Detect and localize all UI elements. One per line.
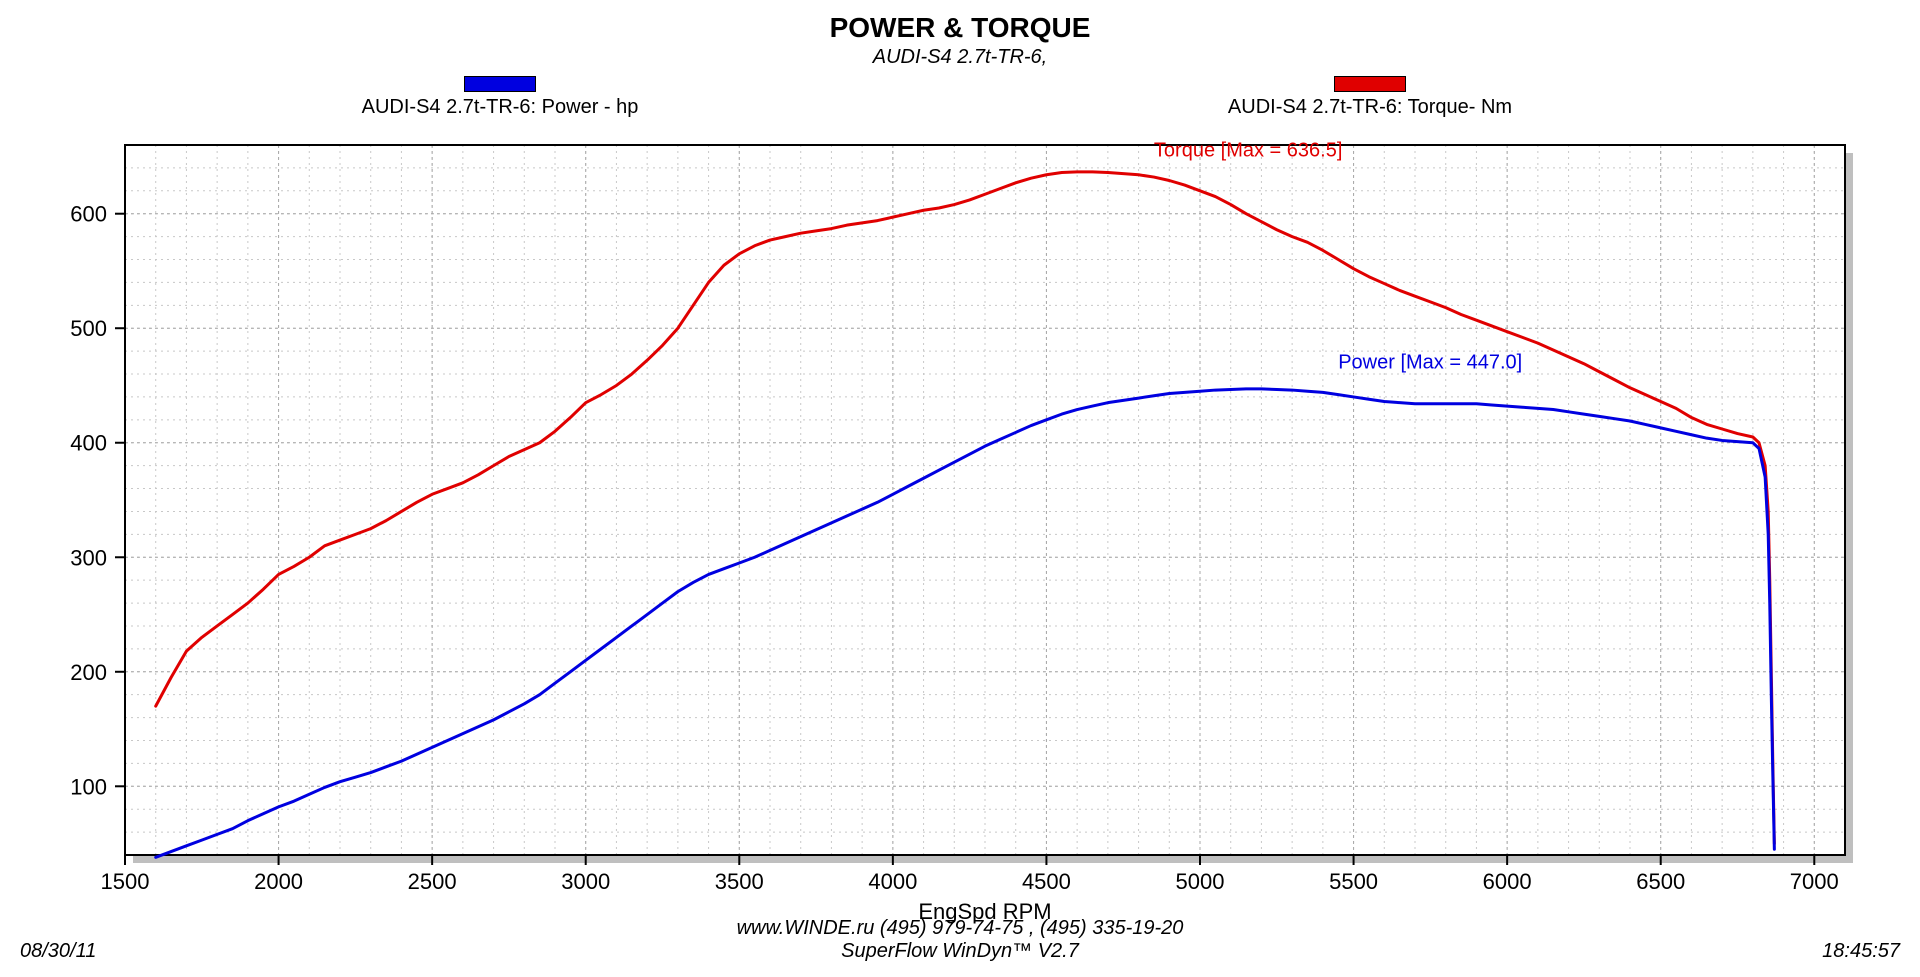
- svg-text:200: 200: [70, 660, 107, 685]
- svg-text:2000: 2000: [254, 869, 303, 894]
- svg-text:3000: 3000: [561, 869, 610, 894]
- footer-software: SuperFlow WinDyn™ V2.7: [0, 940, 1920, 963]
- svg-text:500: 500: [70, 316, 107, 341]
- svg-text:6000: 6000: [1483, 869, 1532, 894]
- svg-text:4000: 4000: [868, 869, 917, 894]
- svg-text:300: 300: [70, 545, 107, 570]
- svg-text:Power [Max = 447.0]: Power [Max = 447.0]: [1338, 351, 1522, 373]
- svg-text:400: 400: [70, 431, 107, 456]
- svg-text:Torque [Max = 636.5]: Torque [Max = 636.5]: [1154, 139, 1342, 161]
- svg-text:7000: 7000: [1790, 869, 1839, 894]
- footer-center: www.WINDE.ru (495) 979-74-75 , (495) 335…: [0, 917, 1920, 963]
- svg-text:1500: 1500: [101, 869, 150, 894]
- svg-text:600: 600: [70, 202, 107, 227]
- svg-text:100: 100: [70, 774, 107, 799]
- svg-text:5500: 5500: [1329, 869, 1378, 894]
- svg-text:2500: 2500: [408, 869, 457, 894]
- footer-url: www.WINDE.ru (495) 979-74-75 , (495) 335…: [0, 917, 1920, 940]
- svg-text:5000: 5000: [1176, 869, 1225, 894]
- svg-text:4500: 4500: [1022, 869, 1071, 894]
- svg-text:3500: 3500: [715, 869, 764, 894]
- footer-time: 18:45:57: [1822, 940, 1900, 963]
- svg-text:6500: 6500: [1636, 869, 1685, 894]
- dyno-chart: 1500 2000 2500 3000 3500 4000 4500 5000 5500 6000…: [0, 0, 1885, 945]
